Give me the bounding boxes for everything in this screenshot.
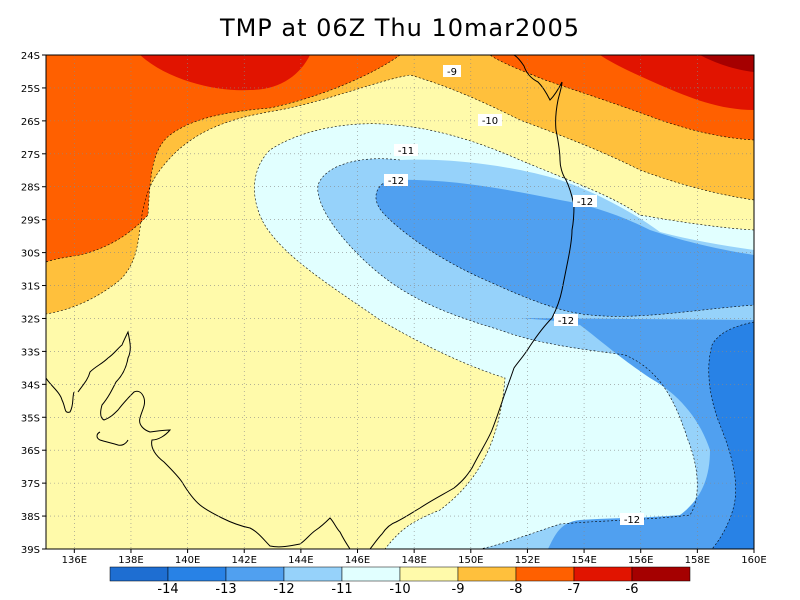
lon-tick-label: 140E — [175, 555, 200, 566]
colorbar-swatch — [573, 566, 633, 582]
contour-label: -9 — [447, 67, 457, 78]
lat-tick-label: 35S — [21, 413, 40, 424]
field-level-minus13 — [708, 322, 754, 549]
colorbar-label: -9 — [452, 582, 465, 597]
contour-label: -12 — [388, 176, 404, 187]
colorbar-swatch — [109, 566, 169, 582]
contour-line-minus10 — [317, 158, 698, 549]
plot-frame — [45, 54, 755, 550]
lat-tick-label: 31S — [21, 282, 40, 293]
lat-tick-label: 29S — [21, 216, 40, 227]
lon-ticks: 136E 138E 140E 142E 144E 146E 148E 150E 152E 154E… — [62, 549, 767, 566]
contour-label-bg — [478, 114, 502, 126]
coastline — [46, 55, 575, 549]
colorbar: -14 -13 -12 -11 -10 -9 -8 -7 -6 — [109, 566, 691, 597]
lat-tick-label: 32S — [21, 314, 40, 325]
field-level-minus9 — [46, 55, 754, 549]
colorbar-label: -6 — [626, 582, 639, 597]
lat-tick-label: 37S — [21, 479, 40, 490]
contour-labels: -9 -10 -11 -12 -12 -12 -12 — [384, 65, 644, 526]
contour-label-bg — [384, 174, 408, 186]
contour-label: -11 — [398, 146, 414, 157]
lon-tick-label: 146E — [345, 555, 370, 566]
lat-tick-label: 34S — [21, 380, 40, 391]
lon-tick-label: 136E — [62, 555, 87, 566]
lat-tick-label: 27S — [21, 150, 40, 161]
field-level-minus8 — [46, 55, 754, 314]
lon-tick-label: 158E — [685, 555, 710, 566]
lon-tick-label: 152E — [515, 555, 540, 566]
contour-line-minus12 — [708, 321, 754, 549]
colorbar-swatch — [283, 566, 343, 582]
colorbar-swatch — [631, 566, 691, 582]
colorbar-label: -8 — [510, 582, 523, 597]
contour-label-bg — [394, 144, 418, 156]
colorbar-swatch — [225, 566, 285, 582]
contour-label: -12 — [577, 197, 593, 208]
lat-tick-label: 36S — [21, 446, 40, 457]
lat-tick-label: 30S — [21, 249, 40, 260]
contour-label-bg — [620, 513, 644, 525]
lon-tick-label: 138E — [118, 555, 143, 566]
contour-label-bg — [573, 195, 597, 207]
contour-line-minus8 — [46, 74, 754, 315]
contour-label-bg — [554, 314, 578, 326]
lat-tick-label: 38S — [21, 512, 40, 523]
colorbar-label: -7 — [568, 582, 581, 597]
filled-contours — [46, 55, 754, 549]
chart-title: TMP at 06Z Thu 10mar2005 — [219, 14, 581, 42]
lon-tick-label: 142E — [232, 555, 257, 566]
lon-tick-label: 150E — [458, 555, 483, 566]
colorbar-label: -14 — [157, 582, 178, 597]
contour-label: -12 — [624, 515, 640, 526]
field-level-minus6 — [140, 55, 310, 91]
lon-tick-label: 160E — [741, 555, 766, 566]
contour-line-minus11 — [375, 179, 754, 317]
lat-tick-label: 33S — [21, 347, 40, 358]
colorbar-label: -12 — [273, 582, 294, 597]
colorbar-swatch — [341, 566, 401, 582]
colorbar-swatch — [399, 566, 459, 582]
lat-ticks: 24S 25S 26S 27S 28S 29S 30S 31S 32S 33S 34S 35S 36S 3… — [21, 51, 46, 556]
field-level-minus7 — [46, 55, 754, 262]
contour-lines — [46, 55, 754, 549]
lat-tick-label: 25S — [21, 84, 40, 95]
field-level-minus12 — [376, 179, 754, 549]
colorbar-label: -13 — [215, 582, 236, 597]
colorbar-label: -11 — [331, 582, 352, 597]
contour-line-minus7 — [46, 55, 754, 263]
lon-tick-label: 154E — [571, 555, 596, 566]
lat-tick-label: 24S — [21, 51, 40, 62]
contour-label: -12 — [558, 316, 574, 327]
colorbar-swatch — [167, 566, 227, 582]
lon-tick-label: 144E — [288, 555, 313, 566]
lat-tick-label: 39S — [21, 545, 40, 556]
field-level-minus5-ne — [700, 55, 754, 72]
lon-tick-label: 156E — [628, 555, 653, 566]
contour-label-bg — [443, 65, 461, 77]
contour-label: -10 — [482, 116, 498, 127]
colorbar-swatch — [515, 566, 575, 582]
colorbar-swatch — [457, 566, 517, 582]
colorbar-label: -10 — [389, 582, 410, 597]
field-level-minus6-ne — [600, 55, 754, 110]
lat-tick-label: 28S — [21, 183, 40, 194]
contour-line-minus9 — [254, 123, 754, 549]
lat-tick-label: 26S — [21, 117, 40, 128]
lon-tick-label: 148E — [401, 555, 426, 566]
